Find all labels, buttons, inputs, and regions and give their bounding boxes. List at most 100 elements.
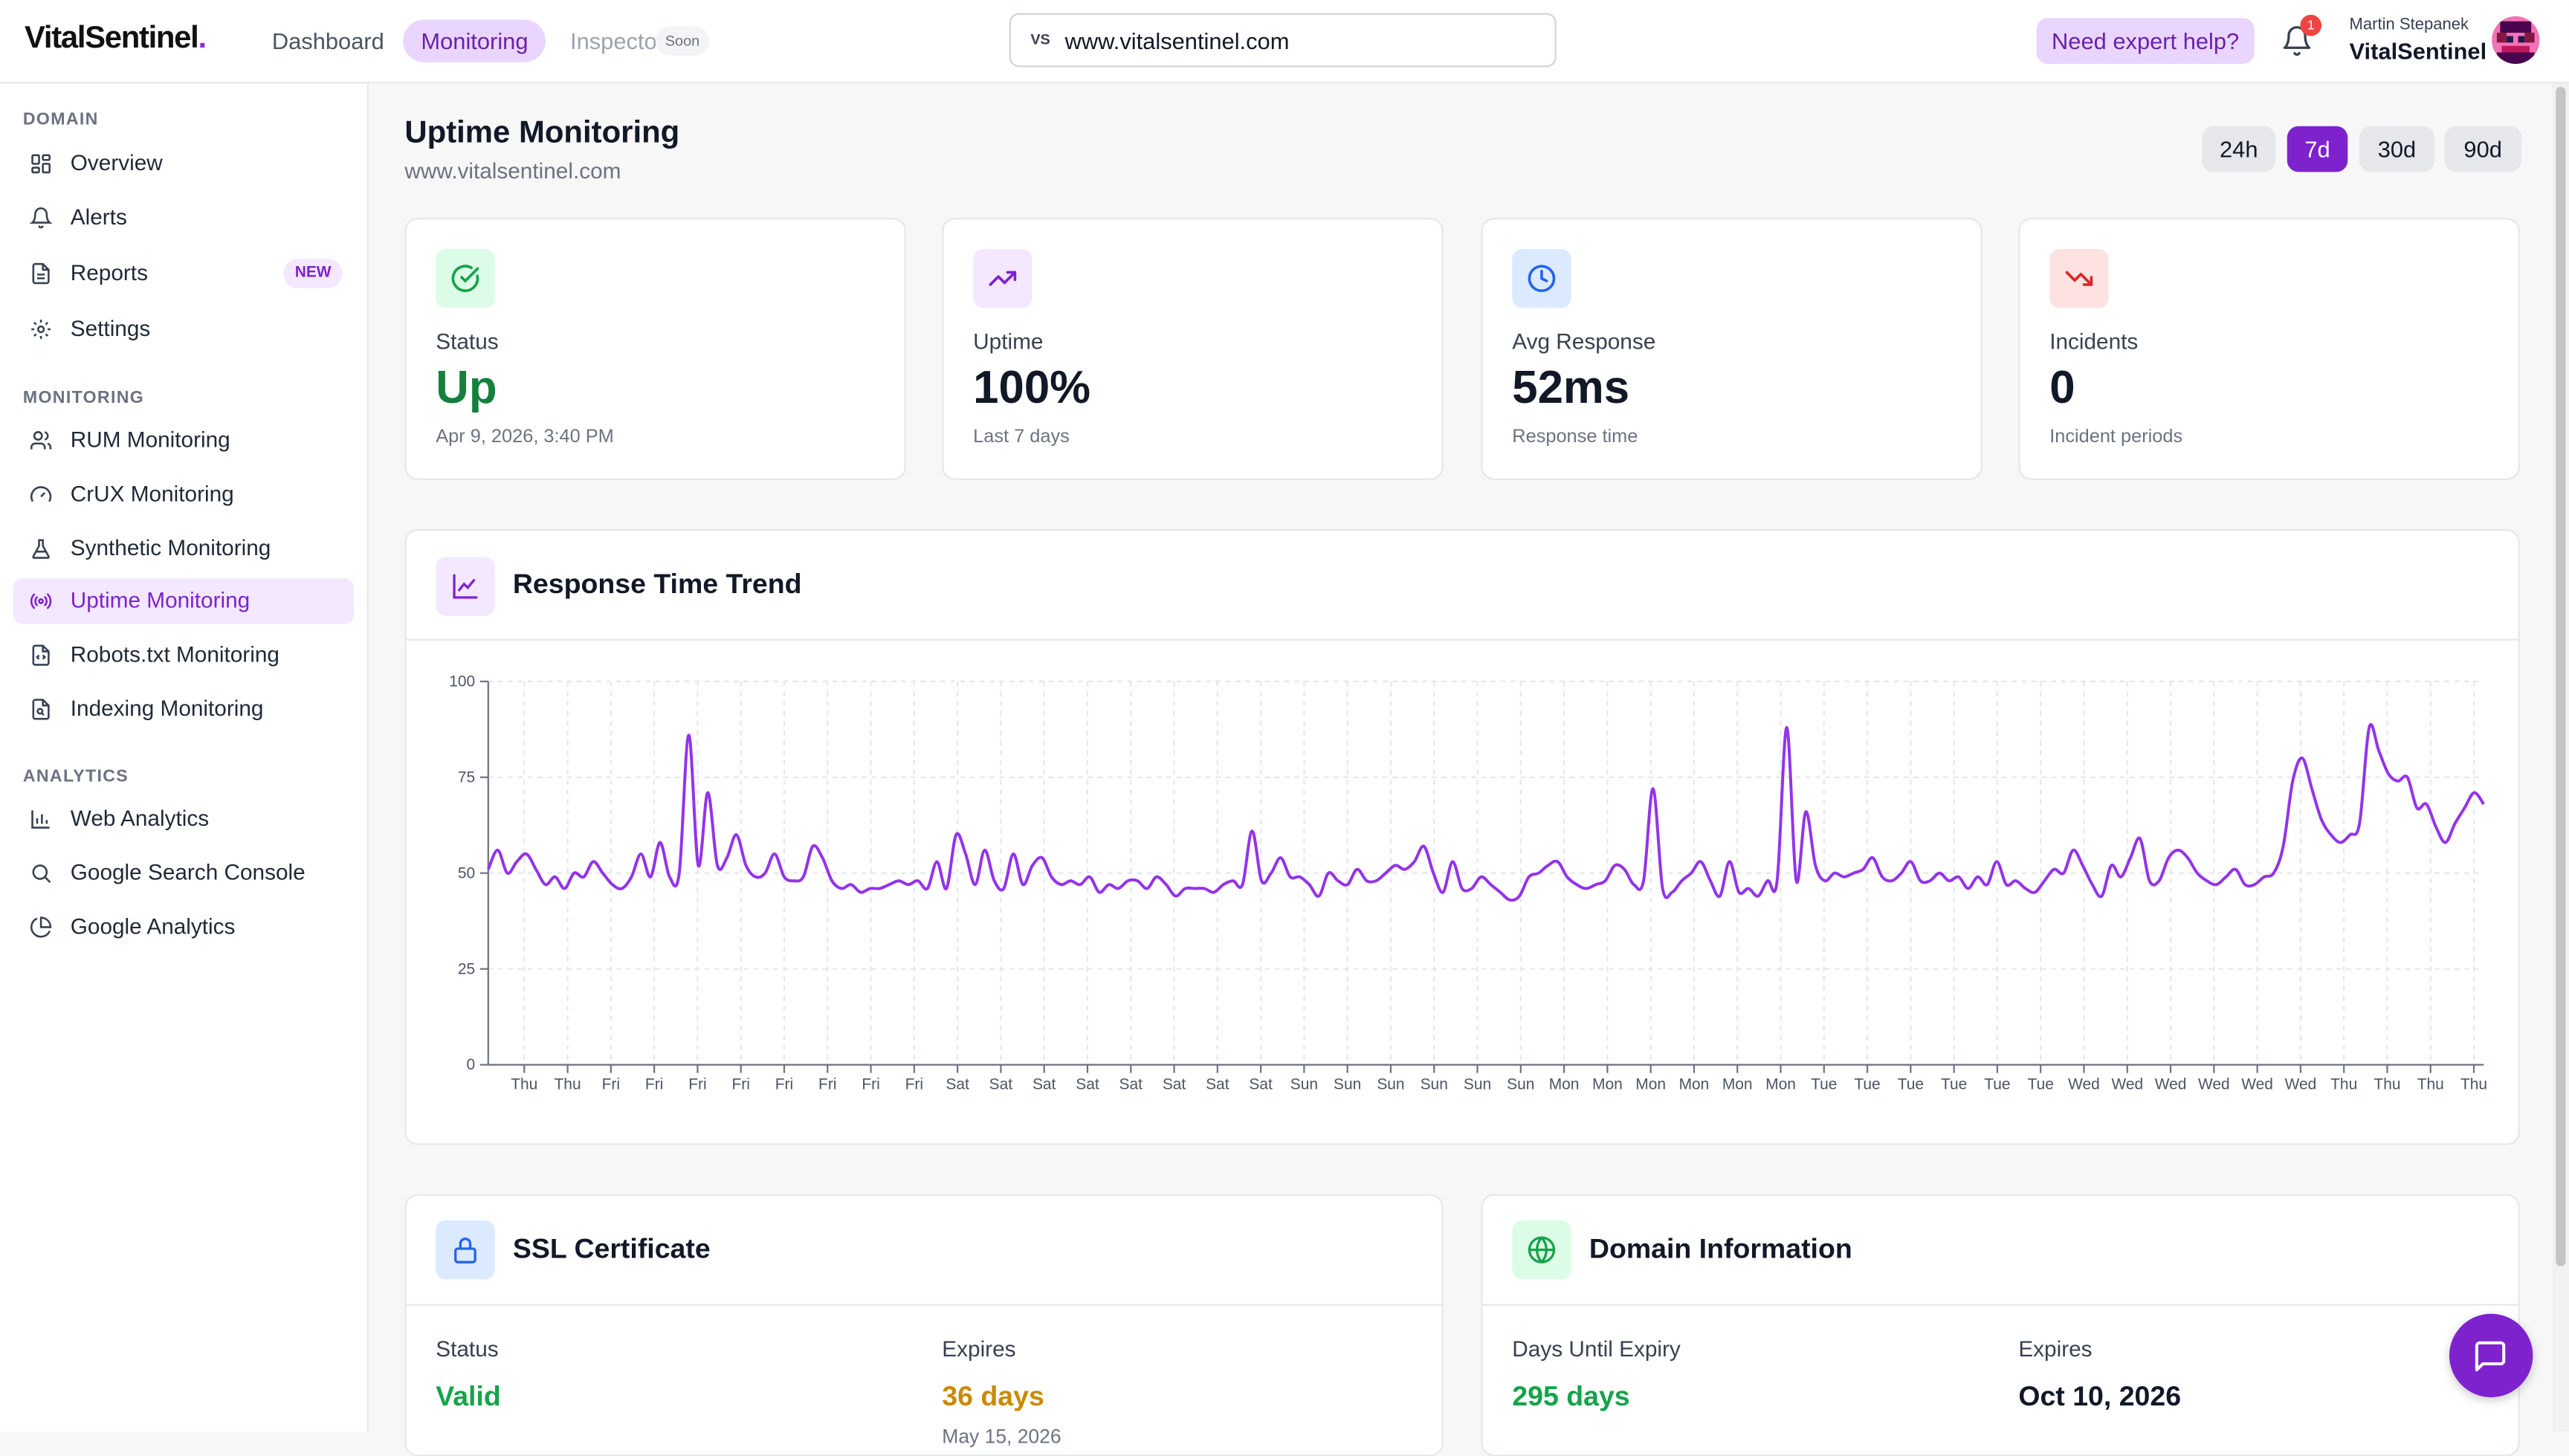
x-tick-label: Sun <box>1290 1076 1318 1093</box>
sidebar-item-label: RUM Monitoring <box>70 427 230 453</box>
x-tick-label: Thu <box>2374 1076 2400 1093</box>
sidebar-item-indexing-monitoring[interactable]: Indexing Monitoring <box>13 686 354 732</box>
lock-icon <box>454 1237 476 1264</box>
x-tick-label: Mon <box>1765 1076 1796 1093</box>
x-tick-label: Sat <box>946 1076 969 1093</box>
x-tick-label: Tue <box>1898 1076 1924 1093</box>
x-tick-label: Fri <box>905 1076 923 1093</box>
stat-sub: Response time <box>1512 427 1638 447</box>
sidebar-item-label: Google Search Console <box>70 860 306 885</box>
notification-count-badge: 1 <box>2300 14 2322 36</box>
x-tick-label: Tue <box>1811 1076 1837 1093</box>
bar-chart-icon <box>31 810 50 829</box>
sidebar-item-label: Uptime Monitoring <box>70 588 251 613</box>
sidebar-item-crux-monitoring[interactable]: CrUX Monitoring <box>13 472 354 518</box>
y-tick-label: 0 <box>467 1056 476 1073</box>
chart-title: Response Time Trend <box>512 568 802 600</box>
x-tick-label: Tue <box>1854 1076 1880 1093</box>
sidebar-item-google-analytics[interactable]: Google Analytics <box>13 905 354 951</box>
y-tick-label: 100 <box>449 673 475 690</box>
x-tick-label: Sat <box>1119 1076 1143 1093</box>
ssl-expires-value: 36 days <box>942 1380 1044 1412</box>
logo[interactable]: VitalSentinel. <box>25 21 207 56</box>
chat-button[interactable] <box>2449 1313 2533 1398</box>
sidebar-item-web-analytics[interactable]: Web Analytics <box>13 796 354 842</box>
page-title: Uptime Monitoring <box>404 116 680 151</box>
ssl-expires-label: Expires <box>942 1336 1016 1362</box>
stat-sub: Apr 9, 2026, 3:40 PM <box>436 427 614 447</box>
range-30d-button[interactable]: 30d <box>2359 126 2435 172</box>
gauge-icon <box>30 486 52 502</box>
uptime-icon-box <box>973 249 1033 308</box>
x-tick-label: Mon <box>1549 1076 1580 1093</box>
x-tick-label: Thu <box>2330 1076 2357 1093</box>
range-90d-button[interactable]: 90d <box>2444 126 2521 172</box>
domain-selector[interactable]: VS www.vitalsentinel.com <box>1009 13 1557 68</box>
chat-bubble-icon <box>2475 1341 2506 1372</box>
x-tick-label: Wed <box>2241 1076 2273 1093</box>
x-tick-label: Sat <box>1206 1076 1229 1093</box>
divider <box>406 638 2518 641</box>
check-circle-icon <box>451 265 479 292</box>
sidebar-item-label: CrUX Monitoring <box>70 481 234 507</box>
grid-icon <box>31 154 51 174</box>
x-tick-label: Sat <box>1163 1076 1186 1093</box>
response-time-series-line <box>486 722 2485 902</box>
x-tick-label: Sun <box>1464 1076 1491 1093</box>
page-scrollbar[interactable] <box>2552 83 2569 1432</box>
x-tick-label: Wed <box>2285 1076 2317 1093</box>
scrollbar-thumb[interactable] <box>2556 86 2566 1266</box>
sidebar-item-uptime-monitoring[interactable]: Uptime Monitoring <box>13 578 355 624</box>
domain-expires-value: Oct 10, 2026 <box>2018 1380 2182 1412</box>
stat-label: Uptime <box>973 329 1044 355</box>
sidebar-item-settings[interactable]: Settings <box>13 306 354 352</box>
expert-help-button[interactable]: Need expert help? <box>2036 18 2255 64</box>
sidebar-item-synthetic-monitoring[interactable]: Synthetic Monitoring <box>13 525 354 572</box>
user-org[interactable]: VitalSentinel <box>2349 37 2487 64</box>
sidebar-item-overview[interactable]: Overview <box>13 141 354 187</box>
range-24h-button[interactable]: 24h <box>2202 126 2276 172</box>
incidents-icon-box <box>2049 249 2109 308</box>
status-icon-box <box>436 249 495 308</box>
domain-icon-box <box>1512 1220 1571 1280</box>
flask-icon <box>32 539 50 559</box>
sidebar-item-label: Web Analytics <box>70 806 210 831</box>
x-tick-label: Fri <box>602 1076 620 1093</box>
search-icon <box>32 864 51 883</box>
soon-badge: Soon <box>655 26 710 56</box>
sidebar-item-label: Google Analytics <box>70 913 236 939</box>
domain-days-label: Days Until Expiry <box>1512 1336 1681 1362</box>
y-tick-label: 75 <box>458 769 475 786</box>
pie-chart-icon <box>30 916 52 938</box>
x-tick-label: Sat <box>989 1076 1013 1093</box>
nav-inspector[interactable]: Inspector <box>569 27 665 54</box>
x-tick-label: Sat <box>1249 1076 1273 1093</box>
sidebar-item-reports[interactable]: Reports NEW <box>13 250 354 297</box>
uptime-value: 100% <box>973 362 1091 413</box>
users-icon <box>30 431 52 450</box>
notifications-bell-icon[interactable] <box>2281 23 2313 59</box>
x-tick-label: Fri <box>645 1076 663 1093</box>
ssl-icon-box <box>436 1220 495 1280</box>
range-7d-button[interactable]: 7d <box>2287 126 2348 172</box>
response-time-chart[interactable]: 0 25 50 75 100 Thu Thu Fri Fri Fri Fri Fri Fri Fri Fri… <box>407 645 2518 1136</box>
sidebar-section-analytics: ANALYTICS <box>22 766 129 786</box>
status-value: Up <box>436 362 497 413</box>
sidebar-item-alerts[interactable]: Alerts <box>13 195 354 241</box>
nav-monitoring[interactable]: Monitoring <box>403 19 546 62</box>
sidebar-item-label: Robots.txt Monitoring <box>70 641 279 667</box>
trending-up-icon <box>989 271 1017 286</box>
file-code-icon <box>32 644 50 666</box>
avatar[interactable] <box>2492 16 2540 64</box>
x-tick-label: Thu <box>2460 1076 2487 1093</box>
x-tick-label: Fri <box>731 1076 749 1093</box>
sidebar-item-google-search-console[interactable]: Google Search Console <box>13 850 354 896</box>
incidents-value: 0 <box>2049 362 2075 413</box>
sidebar-item-rum-monitoring[interactable]: RUM Monitoring <box>13 418 354 464</box>
x-tick-label: Sun <box>1334 1076 1361 1093</box>
sidebar-item-robots-monitoring[interactable]: Robots.txt Monitoring <box>13 632 354 679</box>
nav-dashboard[interactable]: Dashboard <box>271 27 384 54</box>
domain-info-card: Domain Information Days Until Expiry 295… <box>1481 1194 2520 1456</box>
divider <box>1482 1304 2518 1306</box>
globe-icon <box>1528 1236 1556 1264</box>
